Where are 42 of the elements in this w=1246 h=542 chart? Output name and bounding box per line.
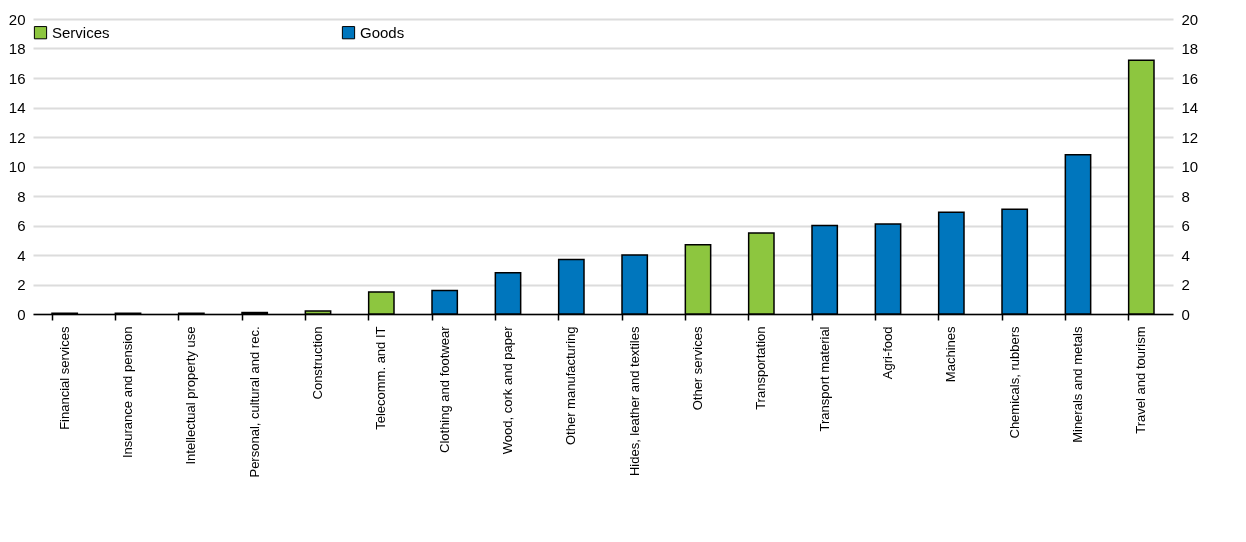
y2-tick-label: 4 <box>1181 246 1190 264</box>
y-tick-label: 6 <box>17 217 26 234</box>
x-tick-label: Clothing and footwear <box>436 325 452 453</box>
y2-tick-label: 10 <box>1181 158 1199 175</box>
x-tick-label: Travel and tourism <box>1133 326 1149 434</box>
y-tick-label: 18 <box>8 40 26 57</box>
x-tick-label: Insurance and pension <box>120 326 135 459</box>
y2-tick-label: 8 <box>1181 187 1190 205</box>
y-tick-label: 16 <box>8 69 26 87</box>
y-tick-label: 2 <box>17 276 26 293</box>
x-tick-label: Chemicals, rubbers <box>1006 326 1022 439</box>
x-tick-label: Financial services <box>56 326 72 430</box>
x-tick-label: Construction <box>310 326 325 400</box>
y2-tick-label: 20 <box>1181 10 1199 28</box>
x-tick-label: Hides, leather and textiles <box>626 326 642 477</box>
legend-label: Goods <box>360 23 405 41</box>
x-tick-label: Transportation <box>753 326 769 410</box>
y2-tick-label: 18 <box>1181 40 1199 57</box>
y2-tick-label: 2 <box>1181 276 1190 293</box>
x-tick-label: Transport material <box>816 326 832 432</box>
y-tick-label: 20 <box>8 10 26 28</box>
y-tick-label: 8 <box>17 187 26 205</box>
y2-tick-label: 14 <box>1181 99 1199 116</box>
legend-label: Services <box>52 23 110 41</box>
y2-tick-label: 6 <box>1181 217 1190 234</box>
y-tick-label: 10 <box>8 158 26 175</box>
x-tick-label: Telecomm. and IT <box>373 326 389 430</box>
x-tick-label: Minerals and metals <box>1070 326 1085 443</box>
y2-tick-label: 0 <box>1181 305 1190 323</box>
y-tick-label: 4 <box>17 246 26 264</box>
x-tick-label: Agri-food <box>880 326 895 380</box>
x-tick-label: Personal, cultural and rec. <box>246 326 262 478</box>
x-tick-label: Wood, cork and paper <box>500 325 515 455</box>
x-tick-label: Machines <box>943 326 959 383</box>
y2-tick-label: 16 <box>1181 69 1199 87</box>
x-tick-label: Other manufacturing <box>563 326 579 446</box>
y-tick-label: 14 <box>8 99 26 116</box>
x-tick-label: Other services <box>690 326 705 411</box>
y2-tick-label: 12 <box>1181 128 1199 146</box>
y-tick-label: 12 <box>8 128 26 146</box>
x-tick-label: Intellectual property use <box>183 326 199 465</box>
y-tick-label: 0 <box>17 305 26 323</box>
